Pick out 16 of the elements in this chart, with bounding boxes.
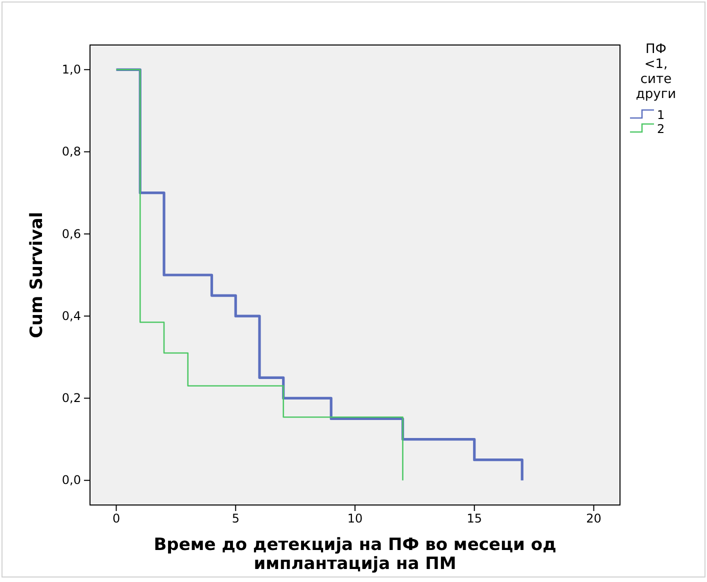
x-tick-label: 0 — [112, 512, 120, 526]
legend-label: 1 — [657, 108, 665, 122]
y-tick-label: 0,8 — [62, 144, 81, 159]
x-tick-label: 5 — [232, 512, 240, 526]
y-tick-label: 0,0 — [62, 473, 81, 488]
x-tick-label: 20 — [586, 512, 602, 526]
y-axis-title: Cum Survival — [27, 212, 47, 338]
x-tick-label: 15 — [466, 512, 482, 526]
y-tick-label: 0,6 — [62, 226, 81, 241]
legend-title: ПФ <1, сите други — [636, 42, 676, 102]
y-tick-label: 0,2 — [62, 391, 81, 406]
y-tick-label: 1,0 — [62, 62, 81, 76]
y-tick-label: 0,4 — [62, 308, 81, 323]
legend-label: 2 — [657, 122, 665, 136]
x-axis-title: Време до детекција на ПФ во месеци од имплантација на ПМ — [154, 535, 556, 574]
x-tick-label: 10 — [347, 512, 363, 526]
